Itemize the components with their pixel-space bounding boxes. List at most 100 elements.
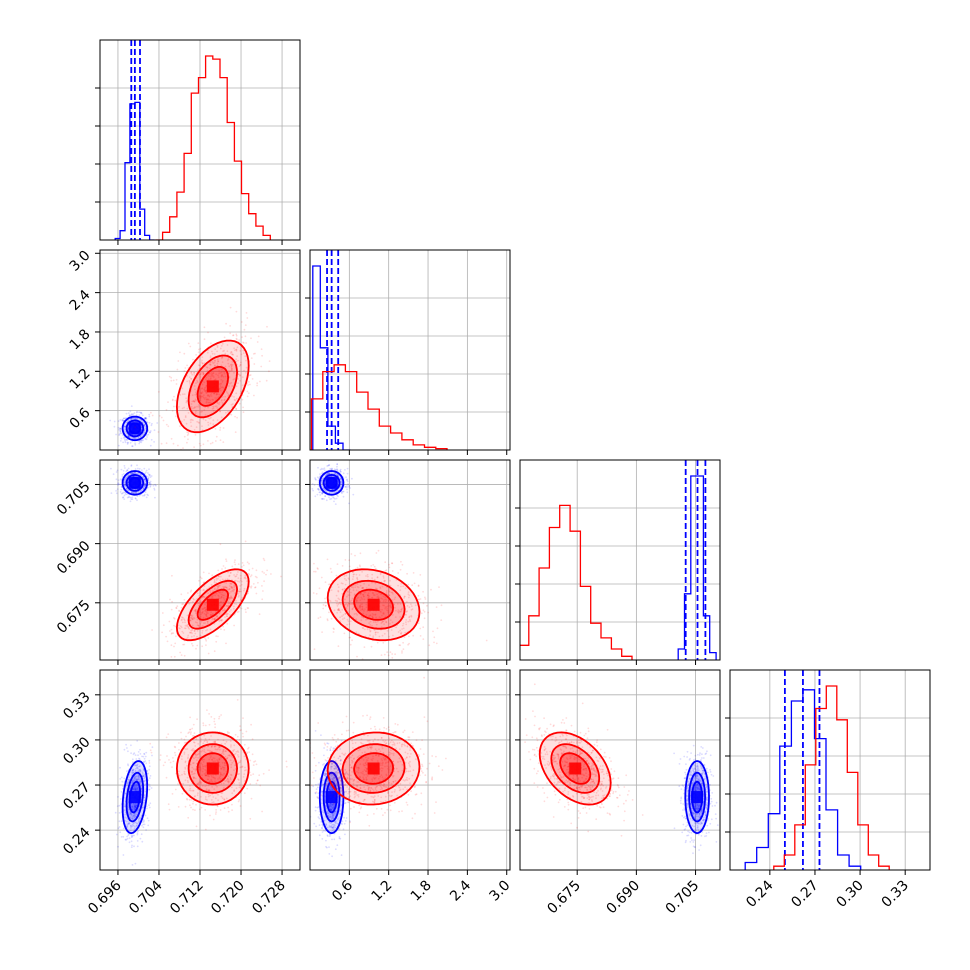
sample-point <box>254 586 256 589</box>
sample-point <box>212 372 215 374</box>
sample-point <box>236 580 239 583</box>
sample-point <box>365 603 368 606</box>
sample-point <box>173 645 175 648</box>
sample-point <box>137 821 140 824</box>
sample-point <box>210 780 213 782</box>
sample-point <box>342 472 345 475</box>
sample-point <box>144 428 147 430</box>
sample-point <box>217 594 220 597</box>
sample-point <box>251 567 254 570</box>
sample-point <box>389 602 392 605</box>
sample-point <box>207 637 210 639</box>
sample-point <box>342 490 345 493</box>
sample-point <box>362 593 364 596</box>
sample-point <box>144 755 147 758</box>
sample-point <box>205 608 208 611</box>
sample-point <box>178 774 181 777</box>
sample-point <box>201 383 204 386</box>
sample-point <box>186 364 189 367</box>
sample-point <box>183 643 186 646</box>
sample-point <box>222 609 225 611</box>
sample-point <box>380 622 383 624</box>
sample-point <box>131 805 134 808</box>
sample-point <box>119 428 122 430</box>
sample-point <box>149 802 152 805</box>
sample-point <box>144 480 147 483</box>
sample-point <box>216 614 219 617</box>
sample-point <box>206 741 209 744</box>
sample-point <box>205 639 208 642</box>
sample-point <box>219 809 222 811</box>
sample-point <box>143 425 146 427</box>
sample-point <box>247 746 250 749</box>
sample-point <box>140 435 142 438</box>
sample-point <box>187 342 190 345</box>
sample-point <box>220 601 223 603</box>
sample-point <box>191 632 193 635</box>
sample-point <box>373 629 376 632</box>
sample-point <box>219 772 222 775</box>
sample-point <box>208 363 211 366</box>
sample-point <box>181 603 184 606</box>
sample-point <box>203 581 206 583</box>
sample-point <box>158 415 161 417</box>
sample-point <box>213 788 216 790</box>
sample-point <box>254 760 257 762</box>
sample-point <box>238 591 241 593</box>
sample-point <box>233 378 236 380</box>
sample-point <box>131 445 134 448</box>
sample-point <box>224 352 227 355</box>
sample-point <box>319 494 322 496</box>
sample-point <box>135 803 137 805</box>
sample-point <box>137 830 139 833</box>
sample-point <box>235 337 238 340</box>
sample-point <box>121 492 124 495</box>
sample-point <box>223 399 226 402</box>
sample-point <box>135 414 138 416</box>
sample-point <box>336 463 339 466</box>
sample-point <box>214 378 217 381</box>
sample-point <box>322 492 324 494</box>
sample-point <box>317 487 320 490</box>
sample-point <box>342 614 345 616</box>
sample-point <box>131 844 133 847</box>
sample-point <box>339 477 342 480</box>
sample-point <box>389 651 392 654</box>
sample-point <box>399 611 402 613</box>
sample-point <box>178 406 180 408</box>
sample-point <box>417 584 420 587</box>
sample-point <box>143 477 146 480</box>
sample-point <box>127 764 130 767</box>
sample-point <box>211 617 214 620</box>
sample-point <box>381 621 384 623</box>
sample-point <box>247 748 249 750</box>
sample-point <box>190 617 193 619</box>
sample-point <box>190 749 193 752</box>
sample-point <box>122 496 125 499</box>
sample-point <box>143 794 146 796</box>
sample-point <box>327 583 330 586</box>
sample-point <box>384 606 387 608</box>
sample-point <box>243 780 246 782</box>
sample-point <box>227 604 229 607</box>
panel-2-2 <box>515 459 721 665</box>
sample-point <box>215 577 218 580</box>
sample-point <box>330 589 333 591</box>
sample-point <box>133 812 135 815</box>
sample-point <box>189 804 191 807</box>
sample-point <box>334 472 337 475</box>
sample-point <box>377 595 380 598</box>
sample-point <box>117 426 120 429</box>
sample-point <box>353 613 356 615</box>
sample-point <box>170 608 173 611</box>
sample-point <box>349 487 351 489</box>
sample-point <box>180 420 183 423</box>
sample-point <box>124 417 127 420</box>
sample-point <box>337 470 339 472</box>
sample-point <box>128 414 131 417</box>
sample-point <box>138 758 141 760</box>
sample-point <box>384 607 387 610</box>
sample-point <box>132 781 134 783</box>
sample-point <box>138 494 141 497</box>
sample-point <box>362 595 365 598</box>
